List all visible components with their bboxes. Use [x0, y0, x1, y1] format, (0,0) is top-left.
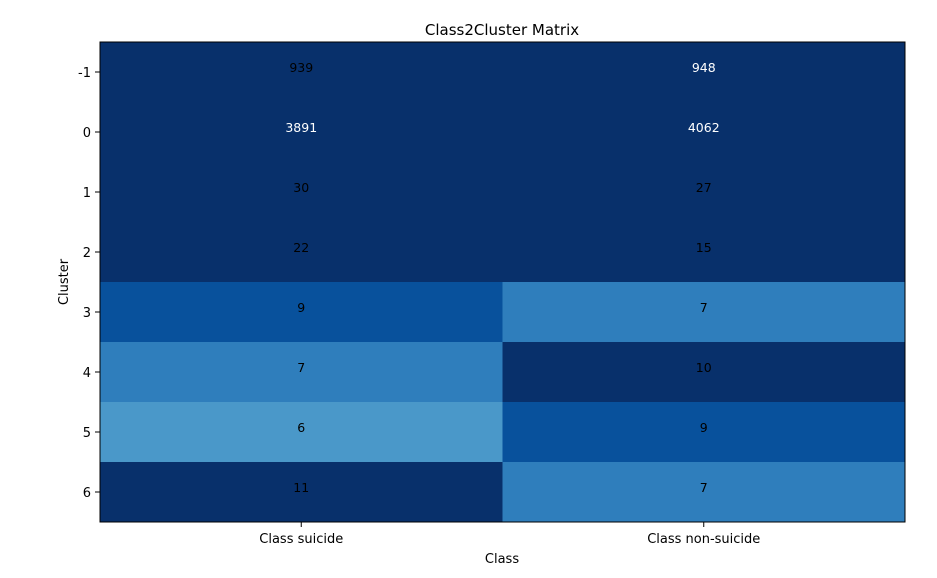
cell-value-label: 15 — [696, 240, 712, 255]
y-tick-label: 1 — [83, 186, 91, 201]
cell-value-label: 10 — [696, 360, 712, 375]
cell-value-label: 7 — [700, 300, 708, 315]
cell-value-label: 7 — [700, 480, 708, 495]
heatmap-cell-labels: 939 948 3891 4062 30 27 22 15 9 7 7 10 6 9 11 7 — [285, 60, 719, 495]
heatmap-cell — [100, 282, 503, 343]
heatmap-cell — [502, 102, 906, 163]
heatmap-cell — [502, 342, 906, 403]
heatmap-cell — [100, 222, 503, 283]
x-tick-label: Class non-suicide — [647, 532, 760, 547]
y-tick-label: 2 — [83, 246, 91, 261]
heatmap-cell — [100, 462, 503, 523]
y-tick-label: 3 — [83, 306, 91, 321]
cell-value-label: 27 — [696, 180, 712, 195]
cell-value-label: 948 — [692, 60, 716, 75]
x-axis: Class suicide Class non-suicide — [259, 522, 760, 547]
heatmap-cell — [502, 42, 906, 103]
cell-value-label: 3891 — [285, 120, 317, 135]
cell-value-label: 22 — [293, 240, 309, 255]
y-tick-label: -1 — [78, 66, 91, 81]
heatmap-cell — [502, 162, 906, 223]
cell-value-label: 4062 — [688, 120, 720, 135]
heatmap-cells — [100, 42, 906, 523]
chart-title: Class2Cluster Matrix — [425, 21, 579, 39]
y-tick-label: 0 — [83, 126, 91, 141]
y-tick-label: 4 — [83, 366, 91, 381]
plot-frame — [99, 41, 906, 523]
cell-value-label: 11 — [293, 480, 309, 495]
heatmap-cell — [100, 342, 503, 403]
heatmap-cell — [502, 402, 906, 463]
y-axis-label: Cluster — [57, 258, 72, 305]
heatmap-cell — [100, 162, 503, 223]
x-tick-label: Class suicide — [259, 532, 343, 547]
heatmap-cell — [502, 282, 906, 343]
y-tick-label: 5 — [83, 426, 91, 441]
heatmap-cell — [100, 402, 503, 463]
heatmap-cell — [502, 222, 906, 283]
heatmap-cell — [502, 462, 906, 523]
x-axis-label: Class — [485, 552, 519, 567]
heatmap-cell — [100, 102, 503, 163]
y-tick-label: 6 — [83, 486, 91, 501]
cell-value-label: 9 — [297, 300, 305, 315]
heatmap-cell — [100, 42, 503, 103]
y-axis: -1 0 1 2 3 4 5 6 — [78, 66, 100, 501]
cell-value-label: 939 — [289, 60, 313, 75]
cell-value-label: 7 — [297, 360, 305, 375]
cell-value-label: 9 — [700, 420, 708, 435]
cell-value-label: 30 — [293, 180, 309, 195]
cell-value-label: 6 — [297, 420, 305, 435]
